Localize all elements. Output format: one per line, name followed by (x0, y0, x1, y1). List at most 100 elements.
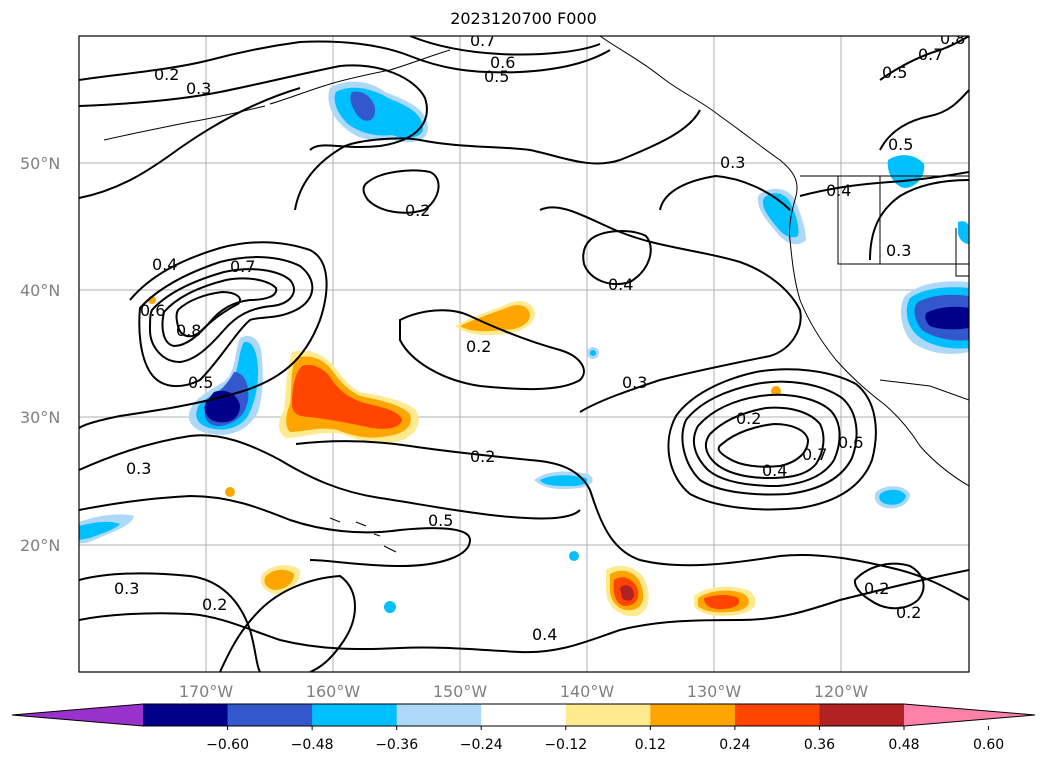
contour-labels: 0.2 0.3 0.7 0.6 0.5 0.8 0.7 0.5 0.5 0.2 … (114, 29, 965, 644)
colorbar-segment (734, 704, 820, 726)
contour-label: 0.2 (405, 201, 430, 220)
fill-negative-california-center (925, 306, 969, 330)
contour-label: 0.5 (882, 63, 907, 82)
lon-label: 170°W (179, 682, 234, 701)
contour-label: 0.2 (466, 337, 491, 356)
contour-south-02 (79, 572, 261, 672)
lon-label: 120°W (814, 682, 869, 701)
contour-label: 0.2 (896, 603, 921, 622)
contour-west-06 (148, 268, 295, 364)
contour-east-06 (879, 36, 969, 81)
contour-ring-se-04 (681, 380, 858, 496)
contour-label: 0.3 (126, 459, 151, 478)
contour-label: 0.3 (114, 579, 139, 598)
contour-south-02c (219, 574, 356, 672)
contour-label: 0.2 (202, 595, 227, 614)
contour-ring-se-07 (717, 422, 810, 468)
contour-west-07 (161, 277, 278, 348)
contour-south-02b (79, 569, 969, 654)
contour-label: 0.3 (622, 373, 647, 392)
lat-labels: 50°N 40°N 30°N 20°N (20, 154, 60, 555)
contour-label: 0.4 (762, 461, 787, 480)
colorbar-tick-label: −0.36 (375, 737, 418, 753)
colorbar-tick-label: 0.12 (635, 737, 666, 753)
colorbar-segment (650, 704, 736, 726)
lon-label: 150°W (433, 682, 488, 701)
contour-closed-02 (362, 169, 440, 214)
border-mexico (879, 379, 969, 401)
contour-east-02 (853, 562, 925, 610)
contour-label: 0.4 (608, 275, 633, 294)
map-title: 2023120700 F000 (450, 9, 597, 28)
colorbar-segment (396, 704, 482, 726)
border-state-c (955, 228, 969, 277)
contour-label: 0.3 (720, 153, 745, 172)
map-frame (78, 35, 970, 673)
contour-west-08 (175, 290, 241, 338)
fill-negative-alaska-center (350, 91, 376, 121)
contour-label: 0.6 (140, 301, 165, 320)
contour-line-03 (79, 87, 301, 199)
colorbar-tick-label: −0.48 (291, 737, 334, 753)
contour-closed-04 (582, 230, 652, 285)
contour-label: 0.7 (230, 257, 255, 276)
contour-label: 0.7 (802, 445, 827, 464)
contour-north-second (79, 64, 428, 151)
colorbar-segment (481, 704, 567, 726)
contour-label: 0.5 (428, 511, 453, 530)
fill-small-negative-b (569, 551, 579, 561)
fill-positive-mid-core (460, 305, 530, 332)
colorbar-segment (143, 704, 229, 726)
fill-negative-far-west-core (79, 521, 120, 540)
contour-north-top (79, 40, 611, 81)
lat-label: 30°N (20, 408, 60, 427)
colorbar-tick-label: −0.12 (544, 737, 587, 753)
contour-label: 0.7 (470, 31, 495, 50)
contour-ring-se-06 (704, 406, 825, 480)
contour-south-03 (79, 434, 581, 520)
lon-label: 160°W (306, 682, 361, 701)
lat-label: 50°N (20, 154, 60, 173)
colorbar-extension-high (904, 704, 1035, 726)
fill-negative-140w-core (540, 475, 588, 486)
contour-ring-se-03 (667, 368, 877, 511)
contour-east-05 (659, 174, 791, 211)
contour-label: 0.6 (838, 433, 863, 452)
contour-south-03b (79, 494, 472, 568)
anomaly-fills (79, 81, 969, 617)
contour-label: 0.4 (152, 255, 177, 274)
map-area (79, 36, 969, 672)
border-state-a (837, 176, 969, 265)
contour-label: 0.4 (826, 181, 851, 200)
colorbar-outline (11, 703, 1036, 727)
contour-west-05 (138, 256, 314, 388)
contour-rings-north (409, 36, 601, 56)
contour-label: 0.2 (736, 409, 761, 428)
contour-label: 0.2 (864, 579, 889, 598)
contour-label: 0.4 (532, 625, 557, 644)
contour-label: 0.6 (490, 53, 515, 72)
contour-east-05b (879, 89, 969, 151)
contour-east-04b (799, 171, 969, 197)
contour-label: 0.8 (940, 29, 965, 48)
fill-positive-130w-mid (704, 595, 740, 610)
fill-positive-central-mid (292, 364, 402, 429)
colorbar-tick-label: 0.36 (804, 737, 835, 753)
lat-label: 20°N (20, 536, 60, 555)
contour-label: 0.3 (886, 241, 911, 260)
contour-east-03 (869, 179, 969, 261)
contour-east-04 (539, 206, 802, 413)
fill-negative-east-edge (958, 221, 969, 244)
colorbar-segment (312, 704, 398, 726)
contour-line-02-mid (295, 440, 969, 601)
lon-label: 130°W (687, 682, 742, 701)
contour-label: 0.5 (188, 373, 213, 392)
contour-label: 0.5 (484, 67, 509, 86)
contour-ring-se-05 (692, 393, 841, 488)
contour-label: 0.7 (918, 45, 943, 64)
fill-negative-se-core (879, 489, 906, 505)
fill-small-positive-b (771, 386, 781, 396)
colorbar-segment (565, 704, 651, 726)
colorbar-tick-label: −0.60 (206, 737, 249, 753)
